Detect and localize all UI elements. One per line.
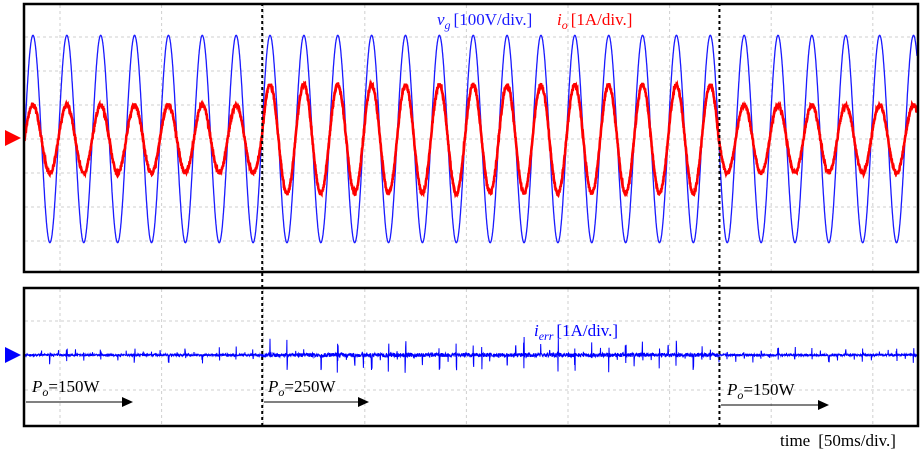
bottom-panel-frame [22,286,920,428]
event-lines [261,3,721,428]
ierr-label: ierr [1A/div.] [534,321,618,343]
ierr-ground-marker-icon [5,347,21,363]
time-axis-label: time [50ms/div.] [780,431,896,450]
io-ground-marker-icon [5,130,21,146]
ierr-waveform [24,336,918,373]
power-labels: Po=150W Po=250W Po=150W [26,377,829,410]
vg-waveform [23,34,918,244]
power-label-1: Po=150W [31,377,100,399]
traces [23,34,919,373]
power-label-3: Po=150W [726,380,795,402]
top-grid [25,5,917,271]
io-label: io [1A/div.] [557,10,632,32]
vg-label: vg [100V/div.] [437,10,532,32]
top-panel-frame [22,2,920,274]
io-waveform [23,78,919,199]
arrow-head-icon [358,397,369,407]
arrow-head-icon [818,400,829,410]
power-label-2: Po=250W [267,377,336,399]
arrow-head-icon [122,397,133,407]
